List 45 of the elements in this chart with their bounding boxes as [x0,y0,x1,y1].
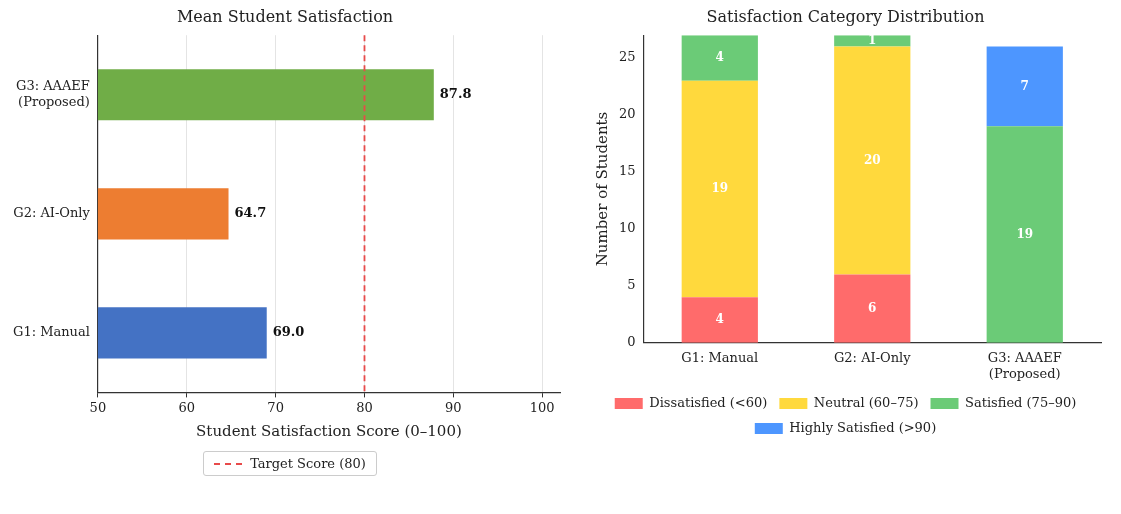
data-label: 6 [868,300,877,315]
y-tick-label: G2: AI-Only [13,205,91,221]
y-tick-label: 10 [619,220,636,236]
data-label: 19 [1016,226,1034,241]
legend-label: Dissatisfied (<60) [649,394,768,410]
legend-label: Neutral (60–75) [813,394,919,410]
y-tick-label: 25 [619,49,636,65]
bar [986,46,1063,127]
y-tick-label: 15 [619,163,636,179]
bar [681,35,758,81]
data-label: 87.8 [439,86,472,102]
data-label: 64.7 [234,205,267,221]
y-tick-label: G3: AAAEF (Proposed) [16,78,90,109]
x-tick-label: 50 [89,399,107,415]
data-label: 4 [715,312,724,327]
bar [834,35,911,47]
x-tick-label: 70 [267,399,284,415]
bar [681,297,758,343]
data-label: 19 [711,181,729,196]
y-tick-label: 0 [627,334,636,350]
x-axis-title: Student Satisfaction Score (0–100) [196,421,462,440]
data-label: 69.0 [272,324,305,340]
y-axis-title: Number of Students [592,111,611,267]
bar [834,46,911,275]
x-tick-label: 90 [445,399,462,415]
legend-label: Satisfied (75–90) [965,394,1077,410]
x-tick-label: 60 [178,399,196,415]
x-tick-label: G1: Manual [681,349,759,365]
data-label: 4 [715,50,724,65]
x-tick-label: 80 [356,399,373,415]
x-tick-label: 100 [529,399,555,415]
y-tick-label: 20 [619,106,636,122]
y-tick-label: 5 [627,277,636,293]
data-label: 20 [863,152,881,167]
legend-label: Target Score (80) [250,456,366,471]
bar [834,274,911,343]
chart-title: Mean Student Satisfaction [176,6,394,26]
bar [681,80,758,298]
chart-title: Satisfaction Category Distribution [706,6,985,26]
y-tick-label: G1: Manual [12,324,90,340]
data-label: 7 [1020,78,1029,93]
x-tick-label: G3: AAAEF (Proposed) [987,349,1062,381]
bar [986,126,1063,343]
legend-label: Highly Satisfied (>90) [789,419,937,435]
x-tick-label: G2: AI-Only [833,349,912,365]
